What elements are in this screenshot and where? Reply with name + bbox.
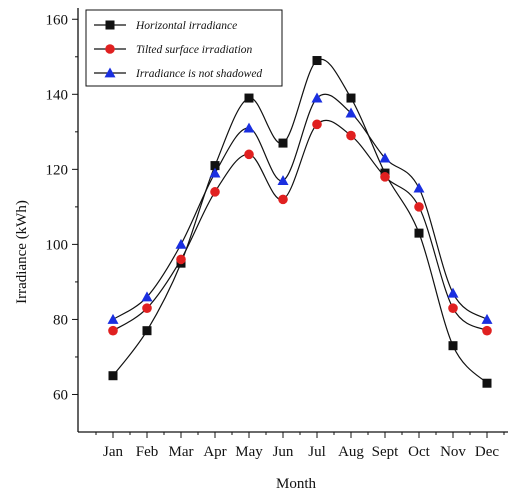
data-point-square (210, 161, 220, 171)
legend-label: Tilted surface irradiation (136, 44, 253, 56)
series-lines (112, 58, 488, 384)
y-axis-title: Irradiance (kWh) (14, 200, 30, 304)
data-point-square (482, 378, 492, 388)
x-tick-label: Oct (408, 444, 430, 460)
data-point-triangle (141, 291, 153, 302)
data-point-circle (346, 130, 356, 141)
legend: Horizontal irradiance Tilted surface irra… (85, 9, 283, 87)
data-point-circle (414, 202, 424, 212)
data-point-square (346, 93, 356, 103)
x-tick-label: Apr (203, 444, 226, 460)
data-point-triangle (345, 107, 357, 118)
y-tick-label: 80 (53, 312, 68, 328)
data-point-triangle (243, 122, 255, 133)
legend-marker-square (105, 20, 115, 30)
legend-label: Irradiance is not shadowed (135, 68, 262, 80)
series-line-circle (112, 119, 488, 332)
data-point-triangle (379, 152, 391, 163)
legend-marker-circle (105, 44, 115, 54)
series-line-triangle (112, 93, 488, 320)
data-point-circle (210, 187, 220, 197)
data-point-triangle (107, 313, 119, 324)
data-point-square (448, 341, 458, 351)
data-point-square (312, 56, 322, 66)
data-point-circle (176, 254, 186, 265)
data-point-circle (108, 325, 118, 336)
data-point-circle (482, 325, 492, 336)
data-point-circle (380, 172, 390, 182)
x-tick-label: Aug (338, 444, 364, 460)
data-point-triangle (209, 167, 221, 178)
y-tick-label: 160 (46, 12, 69, 28)
x-tick-label: Feb (136, 444, 159, 460)
data-point-square (414, 228, 424, 238)
series-markers (107, 56, 493, 388)
legend-label: Horizontal irradiance (135, 20, 237, 32)
data-point-square (278, 138, 288, 148)
y-tick-label: 140 (46, 87, 69, 103)
data-point-triangle (413, 182, 425, 193)
x-tick-label: Jul (308, 444, 326, 460)
data-point-circle (278, 194, 288, 205)
y-tick-label: 60 (53, 387, 68, 403)
data-point-triangle (447, 287, 459, 298)
data-point-triangle (277, 175, 289, 186)
x-tick-label: Nov (440, 444, 466, 460)
data-point-square (108, 371, 118, 381)
x-tick-label: Dec (475, 444, 499, 460)
data-point-triangle (175, 238, 187, 249)
x-tick-label: Jun (273, 444, 294, 460)
legend-marker-triangle (104, 67, 116, 78)
x-tick-label: Sept (372, 444, 400, 460)
data-point-circle (312, 119, 322, 130)
x-tick-label: Jan (103, 444, 123, 460)
data-point-triangle (481, 313, 493, 324)
x-axis-title: Month (276, 476, 317, 492)
y-tick-label: 120 (46, 162, 69, 178)
y-tick-label: 100 (46, 237, 69, 253)
x-tick-label: May (235, 444, 263, 460)
data-point-circle (448, 303, 458, 313)
data-point-circle (142, 303, 152, 313)
data-point-triangle (311, 92, 323, 103)
data-point-square (244, 93, 254, 103)
data-point-circle (244, 149, 254, 160)
axis-ticks: 60 80 100 120 140 160 Jan Feb Mar Apr May Jun Jul Aug… (46, 12, 505, 460)
data-point-square (142, 326, 152, 336)
x-tick-label: Mar (169, 444, 194, 460)
